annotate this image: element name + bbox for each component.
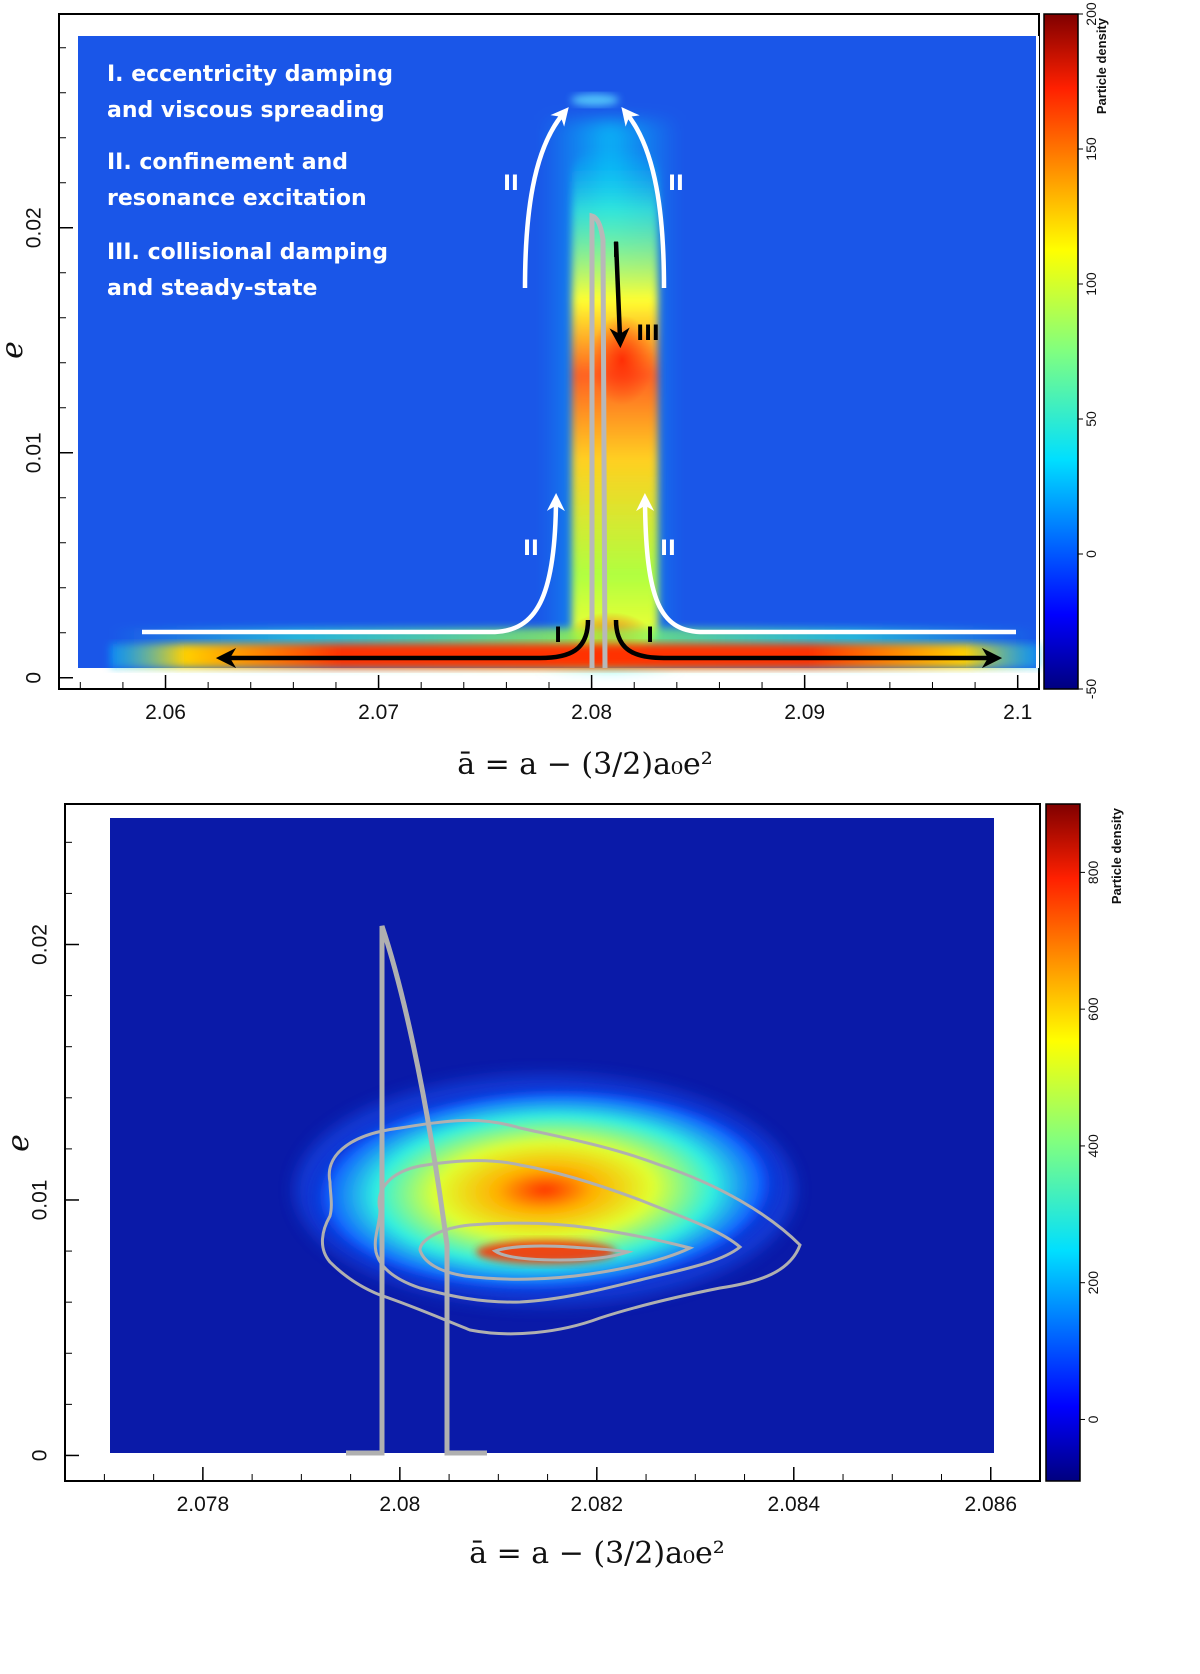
- colorbar-ticks: -50 0 50 100 150 200: [1078, 2, 1099, 699]
- colorbar-tick-label: 800: [1085, 860, 1101, 884]
- panel-bottom: 2.078 2.08 2.082 2.084 2.086 0 0.01 0.02 e ā = …: [1, 803, 1124, 1571]
- legend-line: II. confinement and: [107, 150, 348, 175]
- arrow-ii-upper-right: [621, 106, 667, 289]
- colorbar-tick-label: 100: [1083, 272, 1099, 296]
- x-axis-label: ā = a − (3/2)a₀e²: [457, 747, 713, 782]
- x-tick-label: 2.084: [768, 1493, 821, 1516]
- colorbar-tick-label: 200: [1085, 1271, 1101, 1295]
- x-tick-label: 2.1: [1003, 701, 1032, 724]
- colorbar-label: Particle density: [1094, 17, 1109, 114]
- resonance-curve: [346, 925, 487, 1456]
- region-label-ii: II: [668, 171, 684, 195]
- x-tick-label: 2.06: [145, 701, 186, 724]
- arrow-i-left: [215, 619, 591, 669]
- resonance-curve: [589, 212, 608, 669]
- colorbar: [1045, 803, 1081, 1482]
- colorbar-ticks: 0 200 400 600 800: [1080, 860, 1101, 1423]
- y-tick-label: 0: [29, 1450, 52, 1462]
- legend: I. eccentricity damping and viscous spre…: [107, 62, 393, 301]
- y-tick-label: 0.02: [23, 207, 46, 248]
- arrow-ii-lower-left: [142, 493, 565, 635]
- x-tick-label: 2.08: [571, 701, 612, 724]
- colorbar-tick-label: -50: [1083, 679, 1099, 699]
- colorbar: [1043, 13, 1079, 690]
- region-label-i: I: [646, 623, 654, 647]
- colorbar-tick-label: 0: [1083, 550, 1099, 558]
- y-tick-label: 0: [23, 672, 46, 684]
- contour-level-4: [491, 1244, 634, 1262]
- x-tick-label: 2.086: [964, 1493, 1017, 1516]
- y-axis-label: e: [1, 1134, 36, 1152]
- contour-level-2: [373, 1159, 743, 1304]
- y-tick-label: 0.01: [23, 432, 46, 473]
- colorbar-tick-label: 0: [1085, 1415, 1101, 1423]
- x-tick-label: 2.078: [177, 1493, 230, 1516]
- x-tick-label: 2.07: [358, 701, 399, 724]
- region-label-ii: II: [523, 536, 539, 560]
- colorbar-tick-label: 200: [1083, 2, 1099, 26]
- region-label-iii: III: [636, 321, 659, 345]
- x-tick-label: 2.082: [571, 1493, 624, 1516]
- heatmap-right-margin: [1036, 36, 1039, 668]
- y-tick-label: 0.02: [29, 924, 52, 965]
- legend-line: III. collisional damping: [107, 240, 388, 265]
- legend-line: and viscous spreading: [107, 98, 385, 123]
- contours: [321, 1118, 802, 1336]
- contour-level-1: [321, 1118, 802, 1336]
- legend-line: and steady-state: [107, 276, 317, 301]
- legend-line: I. eccentricity damping: [107, 62, 393, 87]
- colorbar-tick-label: 600: [1085, 997, 1101, 1021]
- colorbar-tick-label: 50: [1083, 411, 1099, 427]
- arrow-ii-lower-right: [636, 493, 1016, 635]
- axes-top: 2.06 2.07 2.08 2.09 2.1 0 0.01 0.02: [23, 47, 1032, 724]
- x-tick-label: 2.08: [379, 1493, 420, 1516]
- region-label-ii: II: [660, 536, 676, 560]
- arrow-i-right: [613, 619, 1003, 669]
- axes-bottom: 2.078 2.08 2.082 2.084 2.086 0 0.01 0.02: [29, 841, 1041, 1516]
- apex-glow: [571, 94, 619, 106]
- region-label-ii: II: [503, 171, 519, 195]
- arrow-ii-upper-left: [522, 107, 569, 289]
- x-tick-label: 2.09: [784, 701, 825, 724]
- arrow-iii: [609, 241, 630, 349]
- region-label-i: I: [554, 623, 562, 647]
- y-tick-label: 0.01: [29, 1180, 52, 1221]
- panel-top: II II II II I I I III I. eccentricity da…: [0, 2, 1109, 782]
- colorbar-tick-label: 400: [1085, 1134, 1101, 1158]
- colorbar-tick-label: 150: [1083, 137, 1099, 161]
- x-axis-label: ā = a − (3/2)a₀e²: [469, 1536, 725, 1571]
- colorbar-label: Particle density: [1109, 807, 1124, 904]
- y-axis-label: e: [0, 341, 30, 359]
- contour-level-3: [418, 1221, 695, 1281]
- legend-line: resonance excitation: [107, 186, 367, 211]
- region-label-i: I: [612, 238, 620, 262]
